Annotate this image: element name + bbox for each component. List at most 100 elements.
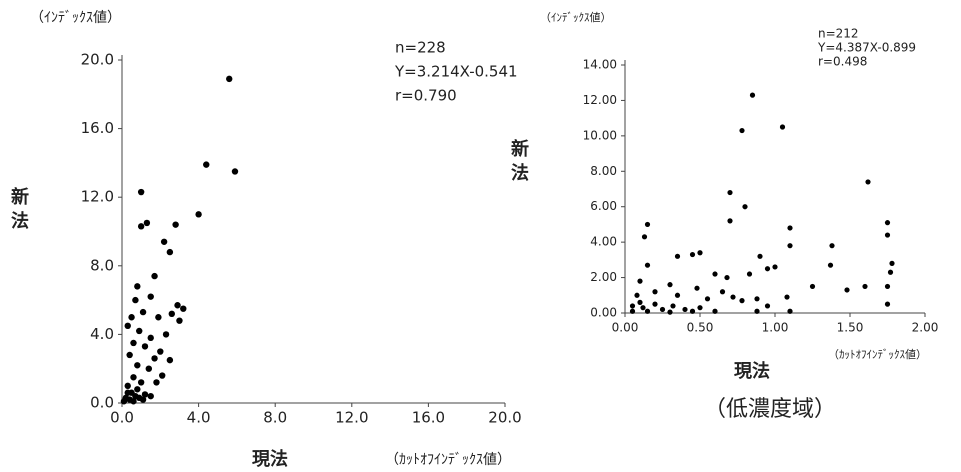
point: [195, 211, 202, 218]
x-tick-label: 0.0: [110, 409, 134, 427]
point: [141, 391, 149, 398]
point: [784, 294, 790, 300]
point: [844, 287, 850, 293]
point: [764, 303, 771, 309]
point: [637, 299, 643, 305]
point: [884, 301, 891, 307]
x-tick-label: 4.0: [187, 409, 211, 427]
x-tick-label: 16.0: [412, 409, 445, 427]
point: [749, 92, 756, 98]
y-tick-label: 8.0: [90, 256, 114, 274]
point: [727, 189, 733, 196]
x-tick-label: 2.00: [912, 321, 939, 335]
x-unit: （ｶｯﾄｵﾌｲﾝﾃﾞｯｸｽ値）: [385, 452, 511, 468]
point: [829, 243, 835, 249]
x-tick-label: 1.50: [837, 321, 864, 335]
y-tick-label: 20.0: [81, 51, 114, 69]
point: [124, 322, 131, 330]
point: [634, 292, 640, 298]
y-tick-label: 10.00: [583, 128, 617, 142]
point: [809, 283, 816, 290]
point: [689, 251, 696, 258]
y-tick-label: 0.00: [590, 306, 617, 320]
y-tick-label: 8.00: [590, 164, 617, 178]
point: [754, 308, 760, 314]
point: [174, 302, 181, 309]
x-tick-label: 0.00: [612, 321, 639, 335]
point: [136, 327, 143, 335]
point: [779, 124, 786, 130]
point: [862, 283, 868, 290]
point: [137, 188, 145, 196]
point: [887, 269, 894, 275]
point: [697, 250, 703, 256]
point: [159, 372, 166, 379]
stat-label: Y=3.214X-0.541: [394, 63, 518, 81]
point: [739, 298, 745, 304]
point: [134, 283, 141, 290]
point: [659, 306, 666, 313]
point: [132, 296, 139, 304]
point: [719, 289, 726, 295]
x-label: 現法: [734, 360, 770, 382]
y-unit: （ｲﾝﾃﾞｯｸｽ値）: [30, 10, 121, 26]
point: [640, 305, 646, 311]
point: [139, 308, 147, 316]
point: [153, 379, 160, 386]
point: [787, 225, 793, 231]
point: [629, 308, 636, 314]
y-tick-label: 12.00: [583, 93, 617, 107]
point: [694, 285, 700, 291]
point: [644, 308, 651, 314]
point: [670, 303, 676, 309]
point: [168, 310, 175, 318]
point: [120, 398, 128, 405]
y-tick-label: 6.00: [590, 199, 617, 213]
point: [143, 219, 151, 227]
point: [667, 309, 673, 315]
point: [884, 283, 891, 290]
point: [226, 75, 233, 83]
point: [754, 296, 760, 302]
point: [712, 271, 718, 277]
point: [137, 223, 145, 230]
stat-label: n=212: [818, 27, 859, 41]
point: [742, 204, 748, 210]
point: [130, 339, 137, 347]
point: [889, 260, 895, 266]
point: [124, 382, 131, 390]
point: [172, 221, 179, 228]
point: [674, 292, 681, 298]
point: [139, 396, 147, 403]
point: [641, 234, 648, 240]
point: [644, 262, 651, 268]
point: [134, 362, 141, 369]
point: [652, 301, 658, 307]
point: [147, 392, 154, 400]
y-label: 新法: [11, 186, 29, 232]
point: [674, 253, 681, 259]
point: [682, 306, 688, 313]
point: [787, 243, 793, 249]
point: [147, 334, 154, 342]
point: [162, 331, 170, 338]
stat-label: r=0.498: [818, 55, 867, 69]
point: [130, 374, 137, 381]
point: [151, 355, 158, 362]
point: [652, 289, 658, 295]
point: [176, 317, 183, 324]
point: [644, 221, 651, 228]
point: [141, 343, 149, 350]
point: [166, 356, 174, 364]
point: [629, 303, 636, 309]
point: [697, 305, 703, 311]
point: [764, 266, 771, 272]
point: [746, 271, 753, 277]
stat-label: n=228: [395, 39, 446, 57]
point: [724, 274, 730, 281]
point: [157, 348, 164, 355]
x-unit: （ｶｯﾄｵﾌｲﾝﾃﾞｯｸｽ値）: [828, 348, 927, 361]
point: [160, 238, 168, 245]
y-tick-label: 2.00: [590, 270, 617, 284]
